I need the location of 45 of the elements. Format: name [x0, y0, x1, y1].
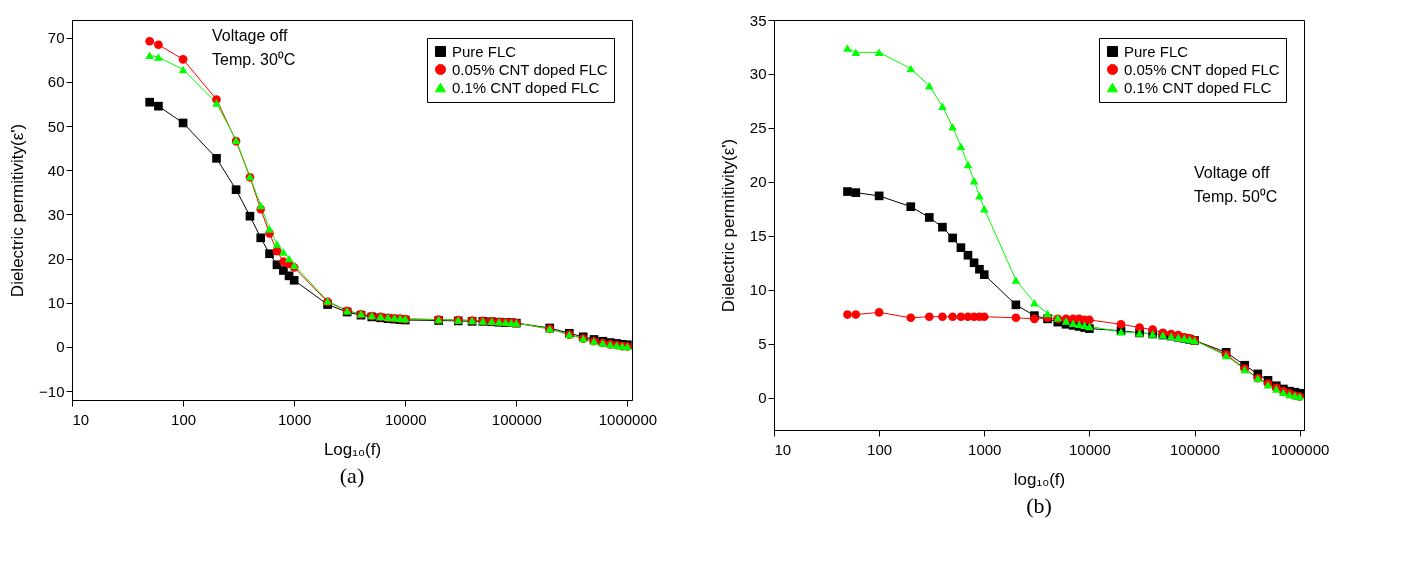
- x-tick-label: 10000: [384, 410, 427, 428]
- y-tick-label: 5: [758, 335, 767, 353]
- annotation: Temp. 50⁰C: [1194, 188, 1278, 205]
- x-tick-label: 100000: [491, 410, 542, 428]
- annotation: Temp. 30⁰C: [212, 51, 296, 68]
- annotation: Voltage off: [212, 27, 288, 44]
- y-tick-label: 0: [56, 338, 65, 356]
- y-tick-label: 30: [749, 65, 767, 83]
- x-tick-label: 10000: [1069, 440, 1111, 458]
- y-axis-title: Dielectric permitivity(ε'): [8, 123, 28, 298]
- x-tick-label: 10: [72, 410, 90, 428]
- y-tick-label: 70: [47, 29, 65, 47]
- y-tick-label: 60: [47, 73, 65, 91]
- y-tick-label: 35: [749, 11, 767, 29]
- x-tick-label: 100: [171, 410, 197, 428]
- y-axis-title: Dielectric permitivity(ε'): [718, 138, 738, 313]
- y-tick-label: 30: [47, 205, 65, 223]
- legend-label: Pure FLC: [452, 42, 517, 60]
- x-tick-label: 1000000: [1270, 440, 1330, 458]
- y-tick-label: 10: [749, 281, 767, 299]
- legend-label: Pure FLC: [1124, 42, 1189, 60]
- x-axis-title: log₁₀(f): [1013, 469, 1066, 489]
- x-axis-title: Log₁₀(f): [323, 439, 382, 459]
- text: (b): [1026, 493, 1052, 518]
- y-tick-label: 50: [47, 117, 65, 135]
- y-tick-label: 10: [47, 294, 65, 312]
- x-tick-label: 10: [774, 440, 792, 458]
- annotation: Voltage off: [1194, 164, 1270, 181]
- y-tick-label: −10: [39, 382, 65, 400]
- x-tick-label: 1000: [277, 410, 312, 428]
- legend-label: 0.05% CNT doped FLC: [1124, 60, 1280, 78]
- x-tick-label: 100: [867, 440, 893, 458]
- y-tick-label: 15: [749, 227, 767, 245]
- legend-label: 0.1% CNT doped FLC: [452, 78, 600, 96]
- legend-label: 0.1% CNT doped FLC: [1124, 78, 1272, 96]
- y-tick-label: 20: [749, 173, 767, 191]
- y-tick-label: 20: [47, 250, 65, 268]
- x-tick-label: 1000: [968, 440, 1002, 458]
- y-tick-label: 0: [758, 389, 767, 407]
- x-tick-label: 1000000: [598, 410, 658, 428]
- text: (a): [339, 463, 365, 488]
- y-tick-label: 25: [749, 119, 767, 137]
- x-tick-label: 100000: [1169, 440, 1221, 458]
- legend-label: 0.05% CNT doped FLC: [452, 60, 608, 78]
- y-tick-label: 40: [47, 161, 65, 179]
